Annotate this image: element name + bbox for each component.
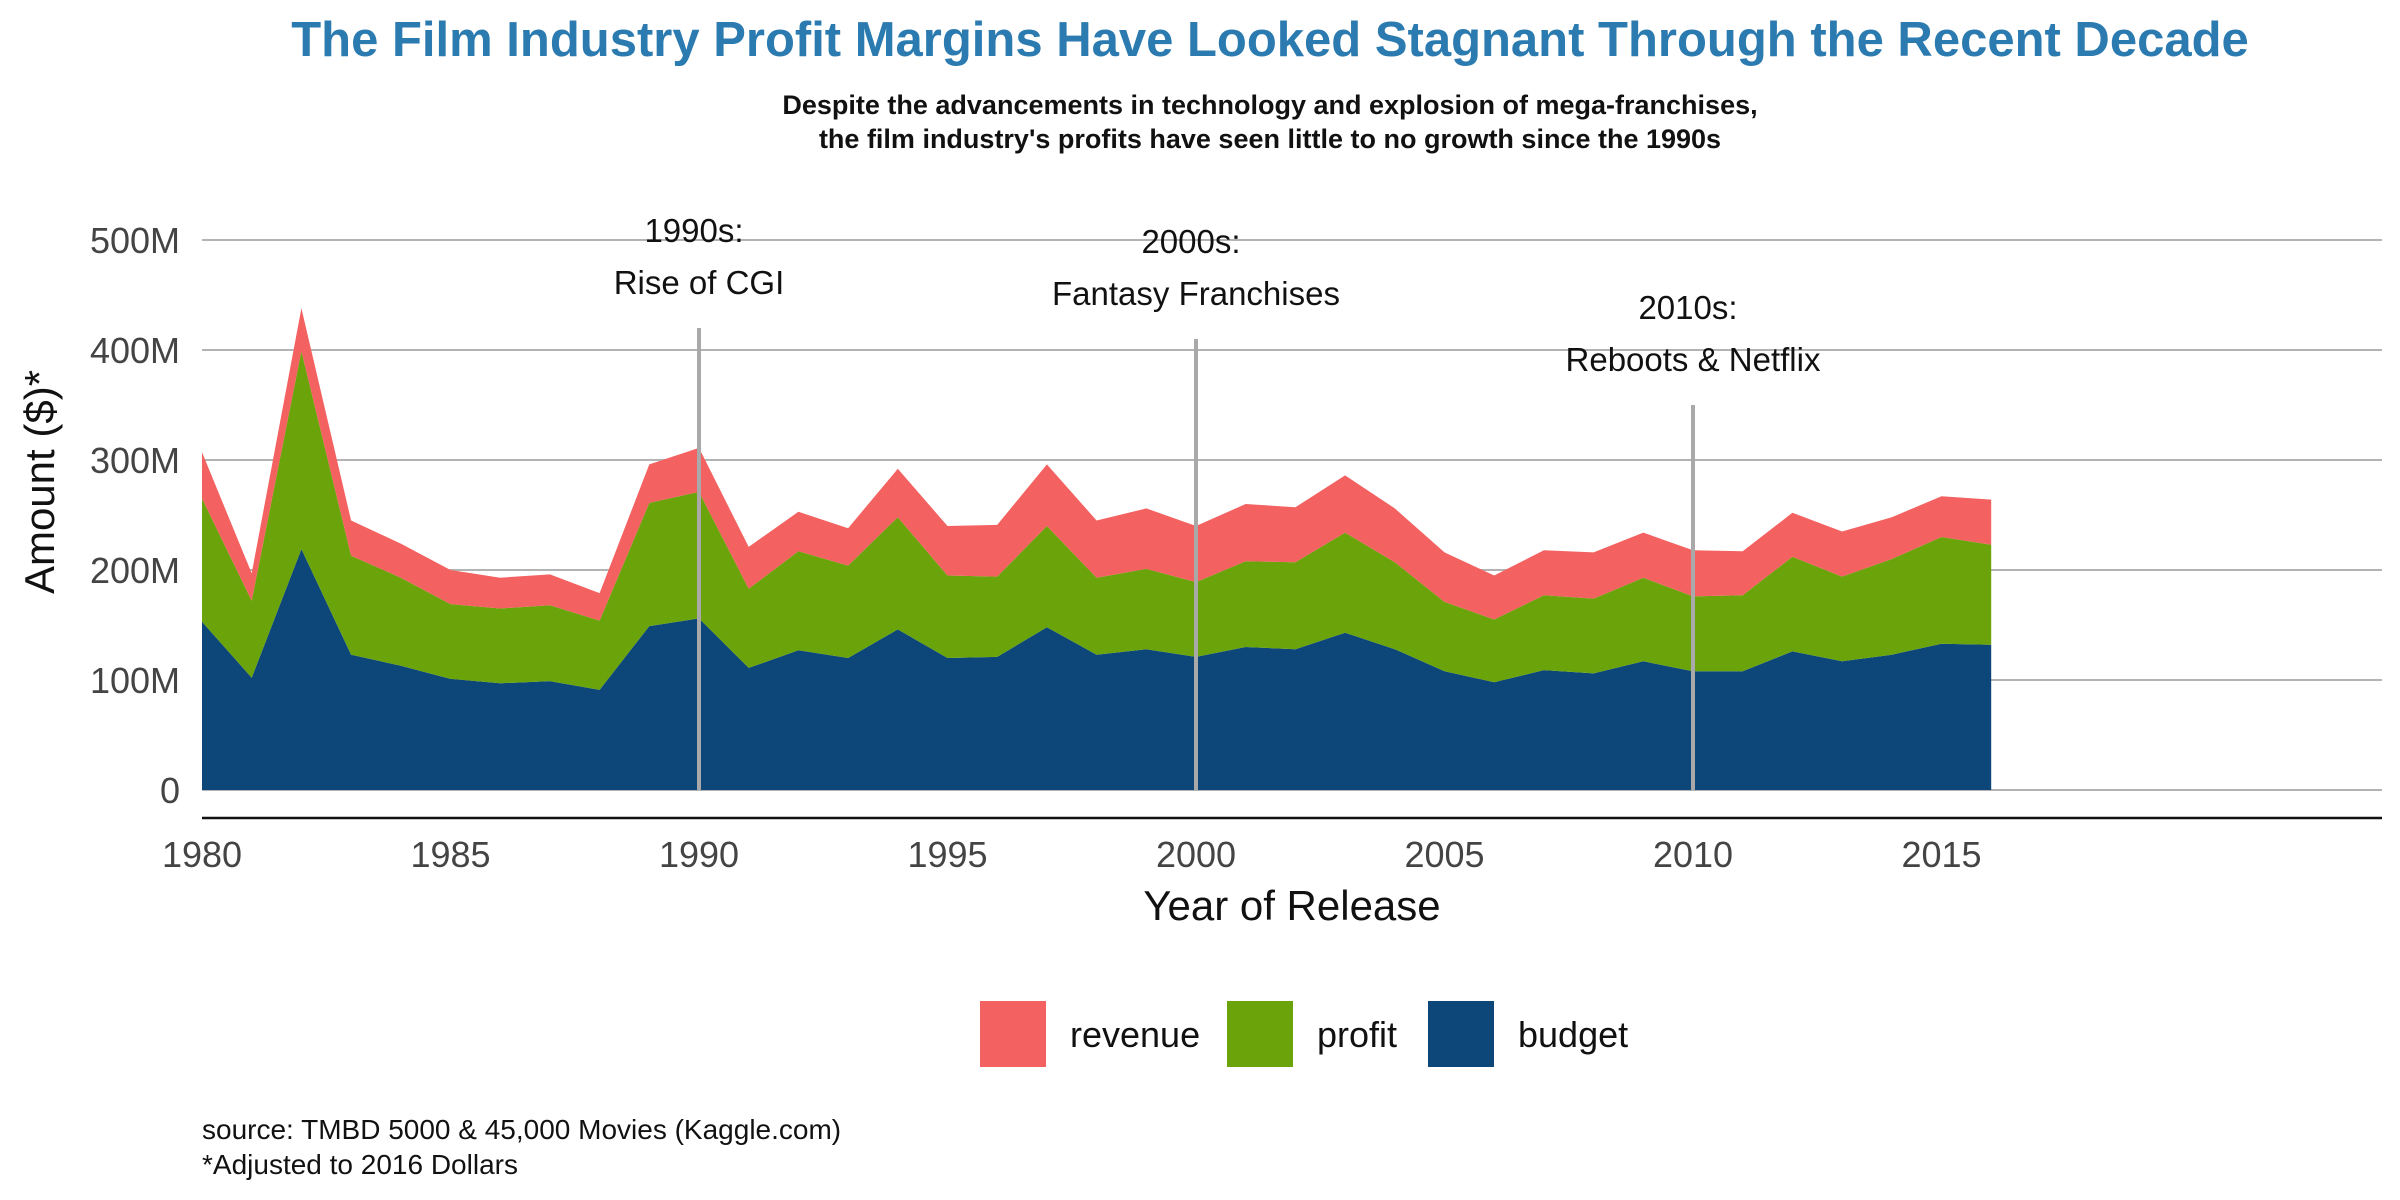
x-tick-label: 1990 xyxy=(659,834,739,875)
x-tick-label: 1980 xyxy=(162,834,242,875)
legend-label-profit: profit xyxy=(1317,1014,1397,1055)
annotation-decade-label: 1990s: xyxy=(644,212,743,249)
annotation-decade-label: 2010s: xyxy=(1638,289,1737,326)
y-tick-label: 300M xyxy=(90,440,180,481)
annotation-decade-label: 2000s: xyxy=(1141,223,1240,260)
x-tick-label: 2000 xyxy=(1156,834,1236,875)
x-tick-label: 2015 xyxy=(1901,834,1981,875)
y-tick-label: 400M xyxy=(90,330,180,371)
legend: revenue profit budget xyxy=(980,1001,1628,1067)
legend-swatch-profit xyxy=(1227,1001,1293,1067)
chart-caption: source: TMBD 5000 & 45,000 Movies (Kaggl… xyxy=(202,1112,841,1182)
y-tick-label: 100M xyxy=(90,660,180,701)
area-budget xyxy=(202,549,1992,790)
y-axis-title: Amount ($)* xyxy=(16,370,63,594)
x-axis-title: Year of Release xyxy=(1143,882,1440,929)
annotations: 1990s: Rise of CGI 2000s: Fantasy Franchise… xyxy=(614,212,1821,790)
annotation-description-label: Reboots & Netflix xyxy=(1566,341,1821,378)
x-tick-label: 2005 xyxy=(1404,834,1484,875)
y-tick-label: 500M xyxy=(90,220,180,261)
subtitle-line-1: Despite the advancements in technology a… xyxy=(782,90,1758,120)
legend-label-budget: budget xyxy=(1518,1014,1628,1055)
y-tick-label: 0 xyxy=(160,770,180,811)
legend-swatch-revenue xyxy=(980,1001,1046,1067)
area-profit xyxy=(202,351,1992,690)
x-tick-label: 1995 xyxy=(907,834,987,875)
caption-source: source: TMBD 5000 & 45,000 Movies (Kaggl… xyxy=(202,1114,842,1145)
legend-swatch-budget xyxy=(1428,1001,1494,1067)
chart-subtitle: Despite the advancements in technology a… xyxy=(0,88,2400,156)
axes: 0 100M 200M 300M 400M 500M 1980 1985 1990 1995 200… xyxy=(90,220,2382,875)
chart-title: The Film Industry Profit Margins Have Lo… xyxy=(291,13,2249,67)
legend-label-revenue: revenue xyxy=(1070,1014,1200,1055)
y-tick-label: 200M xyxy=(90,550,180,591)
x-tick-label: 2010 xyxy=(1653,834,1733,875)
area-series xyxy=(202,308,1992,790)
annotation-description-label: Fantasy Franchises xyxy=(1052,275,1340,312)
annotation-description-label: Rise of CGI xyxy=(614,264,785,301)
caption-note: *Adjusted to 2016 Dollars xyxy=(202,1149,518,1180)
subtitle-line-2: the film industry's profits have seen li… xyxy=(818,124,1722,154)
x-tick-label: 1985 xyxy=(410,834,490,875)
area-revenue xyxy=(202,308,1992,621)
